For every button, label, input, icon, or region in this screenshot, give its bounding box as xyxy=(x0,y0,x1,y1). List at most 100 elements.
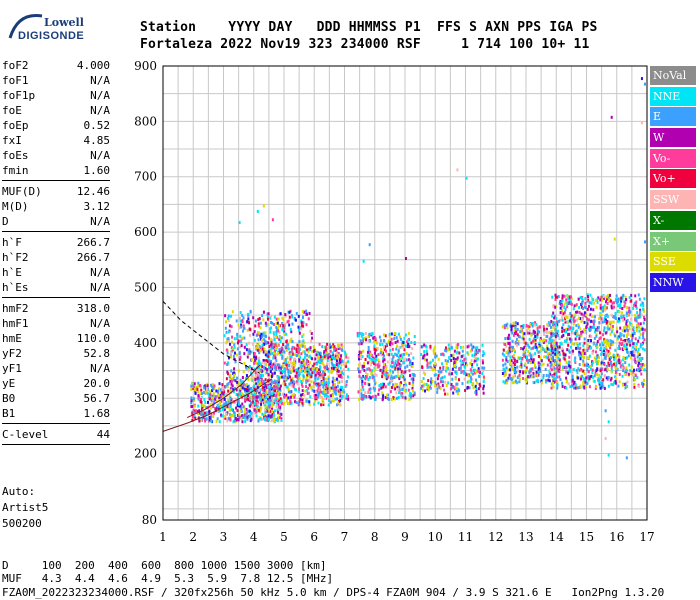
echo-point xyxy=(481,366,484,370)
echo-point xyxy=(275,328,278,332)
echo-point xyxy=(575,329,578,333)
echo-point xyxy=(288,310,291,314)
echo-point xyxy=(558,351,561,355)
echo-point xyxy=(473,359,476,363)
echo-point xyxy=(584,330,587,334)
echo-point xyxy=(223,361,226,365)
echo-point xyxy=(554,321,557,325)
echo-point xyxy=(244,394,247,398)
echo-point xyxy=(605,364,608,368)
echo-point xyxy=(275,347,278,351)
echo-point xyxy=(383,373,386,377)
echo-point xyxy=(560,303,563,307)
echo-point xyxy=(540,370,543,374)
echo-point xyxy=(224,416,227,420)
legend-item: SSW xyxy=(650,190,696,210)
echo-point xyxy=(345,395,348,399)
echo-point xyxy=(375,341,378,345)
echo-point xyxy=(264,353,267,357)
echo-point xyxy=(253,338,256,342)
param-row: foE N/A xyxy=(2,103,110,118)
echo-point xyxy=(608,351,611,355)
echo-point xyxy=(639,343,642,347)
echo-point xyxy=(583,378,586,382)
echo-point xyxy=(578,347,581,351)
echo-point xyxy=(229,404,232,408)
echo-point xyxy=(471,372,474,376)
echo-point xyxy=(432,351,435,355)
echo-point xyxy=(408,345,411,349)
echo-point xyxy=(619,347,622,351)
param-value: 4.000 xyxy=(76,59,110,72)
legend-item: NNE xyxy=(650,86,696,106)
echo-point xyxy=(244,413,247,417)
echo-point xyxy=(592,301,595,305)
echo-point xyxy=(390,352,393,356)
echo-point xyxy=(624,301,627,305)
echo-point xyxy=(322,385,325,389)
echo-point xyxy=(388,334,391,338)
echo-point xyxy=(276,401,279,405)
echo-point xyxy=(623,334,626,338)
echo-point xyxy=(440,362,443,366)
echo-point xyxy=(611,306,614,310)
echo-point xyxy=(602,309,605,313)
echo-point xyxy=(253,387,256,391)
echo-point xyxy=(625,328,628,332)
echo-point xyxy=(504,343,507,347)
echo-point xyxy=(564,301,567,305)
echo-point xyxy=(398,365,401,369)
echo-point xyxy=(620,338,623,342)
echo-point xyxy=(327,403,330,407)
echo-point xyxy=(242,324,245,328)
echo-point xyxy=(264,405,267,409)
echo-point xyxy=(615,294,618,298)
echo-point xyxy=(295,368,298,372)
echo-point xyxy=(280,399,283,403)
echo-point xyxy=(604,409,607,413)
echo-point xyxy=(300,366,303,370)
echo-point xyxy=(528,358,531,362)
echo-point xyxy=(583,337,586,341)
echo-point xyxy=(255,414,258,418)
param-row: MUF(D) 12.46 xyxy=(2,184,110,199)
echo-point xyxy=(362,394,365,398)
echo-point xyxy=(582,382,585,386)
echo-point xyxy=(622,358,625,362)
x-tick-label: 17 xyxy=(639,530,654,544)
echo-point xyxy=(633,331,636,335)
echo-point xyxy=(246,385,249,389)
echo-point xyxy=(359,356,362,360)
echo-point xyxy=(359,339,362,343)
echo-point xyxy=(358,370,361,374)
echo-point xyxy=(549,339,552,343)
echo-point xyxy=(575,334,578,338)
echo-point xyxy=(396,375,399,379)
echo-point xyxy=(242,329,245,333)
echo-point xyxy=(579,385,582,389)
echo-point xyxy=(272,323,275,327)
echo-point xyxy=(605,295,608,299)
echo-point xyxy=(279,415,282,419)
echo-point xyxy=(641,327,644,331)
echo-point xyxy=(334,391,337,395)
echo-point xyxy=(630,353,633,357)
echo-point xyxy=(202,415,205,419)
echo-point xyxy=(202,403,205,407)
echo-point xyxy=(512,333,515,337)
echo-point xyxy=(317,401,320,405)
echo-point xyxy=(317,392,320,396)
x-tick-label: 14 xyxy=(549,530,565,544)
echo-point xyxy=(283,350,286,354)
echo-point xyxy=(615,366,618,370)
echo-point xyxy=(283,332,286,336)
echo-point xyxy=(283,368,286,372)
echo-point xyxy=(240,344,243,348)
echo-point xyxy=(330,357,333,361)
echo-point xyxy=(625,343,628,347)
echo-point xyxy=(542,374,545,378)
echo-point xyxy=(370,363,373,367)
echo-point xyxy=(267,394,270,398)
echo-point xyxy=(360,334,363,338)
echo-point xyxy=(264,413,267,417)
